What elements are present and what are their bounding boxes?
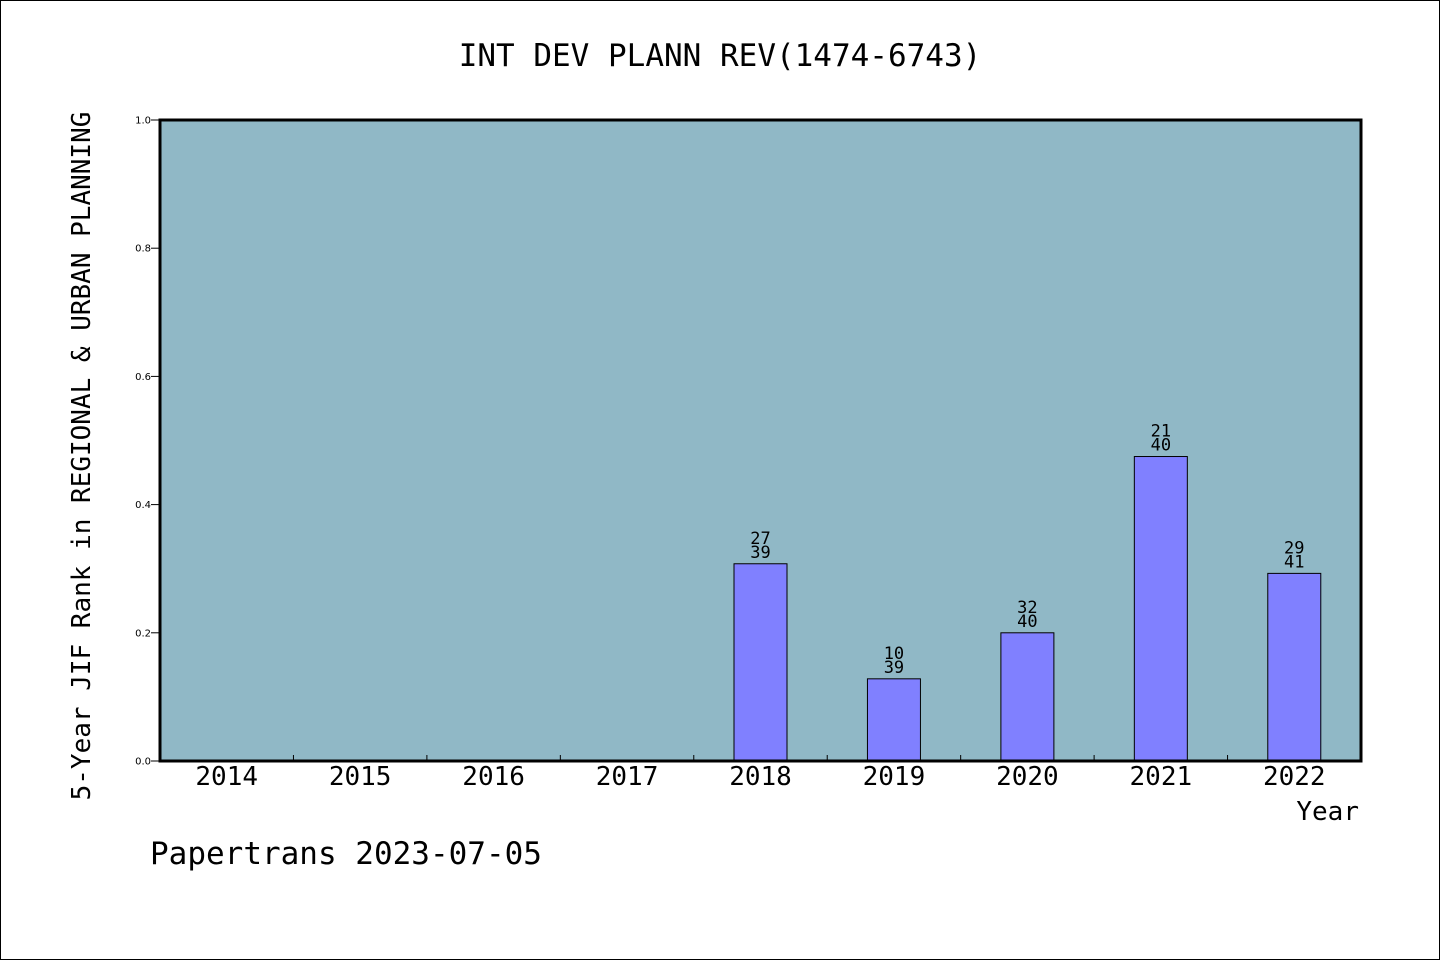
chart-title: INT DEV PLANN REV(1474-6743) [459, 38, 982, 74]
y-axis-label: 5-Year JIF Rank in REGIONAL & URBAN PLAN… [67, 112, 97, 801]
bar-rank-label: 27 [750, 529, 770, 549]
footer-watermark: Papertrans 2023-07-05 [150, 836, 542, 872]
bar-rank-label: 21 [1151, 422, 1171, 442]
y-tick-label: 0.2 [135, 628, 151, 639]
y-tick-label: 1.0 [135, 116, 151, 127]
bar-total-label: 40 [1151, 436, 1171, 456]
bar-total-label: 39 [884, 658, 904, 678]
plot-border [158, 118, 1363, 763]
bar-total-label: 40 [1017, 612, 1037, 632]
bar [1267, 572, 1322, 762]
x-axis-label: Year [1296, 797, 1359, 827]
x-tick-label: 2014 [195, 762, 258, 792]
bar [866, 678, 921, 762]
y-tick-label: 0.8 [135, 244, 151, 255]
bar-total-label: 39 [750, 543, 770, 563]
bar [733, 563, 788, 762]
x-tick-label: 2015 [329, 762, 392, 792]
bar [1000, 632, 1055, 762]
bar [1133, 456, 1188, 762]
bar-rank-label: 10 [884, 644, 904, 664]
x-tick-label: 2018 [729, 762, 792, 792]
y-tick-label: 0.0 [135, 757, 151, 768]
bar-total-label: 41 [1284, 552, 1304, 572]
x-tick-label: 2019 [863, 762, 926, 792]
x-tick-label: 2020 [996, 762, 1059, 792]
bar-rank-label: 32 [1017, 598, 1037, 618]
x-tick-label: 2022 [1263, 762, 1326, 792]
x-ticks-group: 2014 2015 2016 2017 2018 2019 2020 2021 2022 [195, 755, 1326, 792]
y-ticks-group: 0.0 0.2 0.4 0.6 0.8 1.0 [135, 116, 160, 768]
y-tick-label: 0.6 [135, 372, 151, 383]
x-tick-label: 2016 [462, 762, 525, 792]
bar-rank-label: 29 [1284, 538, 1304, 558]
y-tick-label: 0.4 [135, 500, 151, 511]
x-tick-label: 2017 [596, 762, 659, 792]
x-tick-label: 2021 [1130, 762, 1193, 792]
